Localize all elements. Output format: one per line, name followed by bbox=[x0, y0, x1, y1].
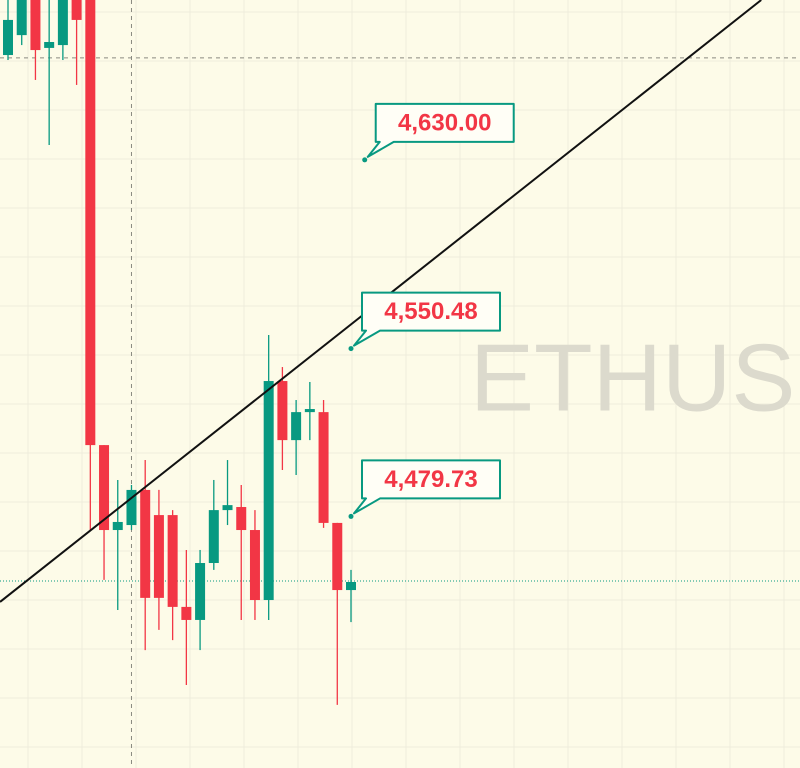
watermark: ETHUS bbox=[470, 324, 795, 431]
candle-body bbox=[318, 412, 329, 523]
candle-body bbox=[85, 0, 96, 446]
candle-body bbox=[99, 445, 110, 531]
candle-body bbox=[71, 0, 82, 20]
candle-body bbox=[291, 412, 302, 441]
candle-body bbox=[346, 581, 356, 591]
candle-body bbox=[195, 563, 206, 620]
candle-body bbox=[153, 515, 164, 598]
annotation-box bbox=[353, 291, 501, 347]
candle-body bbox=[304, 409, 315, 413]
annotation-label: 4,550.48 bbox=[384, 298, 477, 325]
annotation-label: 4,630.00 bbox=[398, 109, 491, 136]
candle-body bbox=[3, 19, 13, 56]
annotation-box bbox=[366, 102, 515, 158]
candle-body bbox=[44, 41, 55, 48]
candle-body bbox=[208, 510, 219, 564]
candle-body bbox=[57, 0, 68, 46]
annotation-point bbox=[362, 157, 368, 163]
candle-body bbox=[30, 0, 41, 51]
candle-body bbox=[16, 0, 27, 36]
annotation-point bbox=[348, 513, 354, 519]
candle-body bbox=[332, 522, 343, 591]
candle-body bbox=[140, 489, 151, 598]
annotation-box bbox=[353, 459, 501, 515]
candle-body bbox=[263, 381, 274, 601]
candle-body bbox=[249, 530, 260, 601]
candle-body bbox=[126, 489, 137, 526]
candle-body bbox=[181, 606, 192, 620]
annotation-label: 4,479.73 bbox=[384, 466, 477, 493]
annotation-point bbox=[348, 346, 354, 352]
candle-body bbox=[167, 515, 178, 607]
candle-body bbox=[277, 381, 288, 441]
candle-body bbox=[222, 505, 233, 511]
candle-body bbox=[112, 521, 123, 531]
candle-body bbox=[236, 507, 247, 531]
